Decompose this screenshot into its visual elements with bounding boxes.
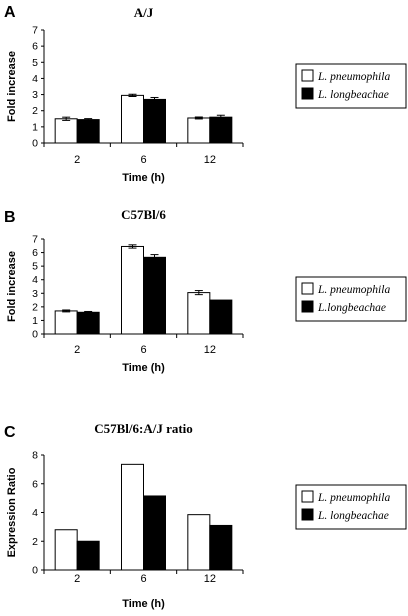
bar-series-1 bbox=[121, 245, 144, 335]
bar-series-2 bbox=[143, 256, 166, 335]
y-tick-label: 5 bbox=[32, 261, 38, 273]
panel-letter: A bbox=[4, 4, 16, 21]
y-tick-label: 5 bbox=[32, 57, 38, 69]
x-tick-label: 12 bbox=[204, 154, 216, 166]
x-tick-label: 6 bbox=[140, 154, 146, 166]
y-tick-label: 2 bbox=[32, 105, 38, 117]
bar-series-2 bbox=[209, 116, 233, 144]
legend-swatch-2 bbox=[301, 87, 314, 100]
bar-series-1 bbox=[187, 117, 211, 144]
legend-label: L. longbeachae bbox=[317, 510, 389, 522]
bar-series-1 bbox=[54, 118, 78, 144]
x-tick-label: 6 bbox=[140, 573, 146, 585]
bar-series-1 bbox=[121, 463, 144, 571]
panel-c: C C57Bl/6:A/J ratio 0 2 4 6 8 2 6 12 Time (h) Expre… bbox=[4, 421, 407, 610]
legend: L. pneumophila L. longbeachae bbox=[295, 63, 407, 109]
legend-swatch-1 bbox=[301, 490, 314, 503]
legend-box bbox=[295, 484, 407, 530]
x-tick-label: 12 bbox=[204, 344, 216, 356]
legend-label: L. pneumophila bbox=[317, 71, 390, 83]
y-tick-label: 4 bbox=[32, 73, 38, 85]
legend-label: L. longbeachae bbox=[317, 89, 389, 101]
bar-series-1 bbox=[54, 529, 78, 571]
legend: L. pneumophila L. longbeachae bbox=[295, 484, 407, 530]
y-tick-label: 0 bbox=[32, 329, 38, 341]
panel-letter: C bbox=[4, 424, 16, 441]
legend-box bbox=[295, 276, 407, 322]
bar-series-2 bbox=[209, 299, 233, 335]
legend-swatch-1 bbox=[301, 282, 314, 295]
y-tick-label: 2 bbox=[32, 536, 38, 548]
bar-series-2 bbox=[209, 524, 233, 571]
y-tick-label: 7 bbox=[32, 25, 38, 37]
legend-label: L. pneumophila bbox=[317, 284, 390, 296]
legend: L. pneumophila L.longbeachae bbox=[295, 276, 407, 322]
legend-swatch-2 bbox=[301, 508, 314, 521]
chart-title: C57Bl/6:A/J ratio bbox=[94, 421, 193, 436]
legend-swatch-2 bbox=[301, 300, 314, 313]
y-tick-label: 4 bbox=[32, 274, 38, 286]
chart-title: C57Bl/6 bbox=[121, 207, 166, 222]
panel-letter: B bbox=[4, 209, 16, 226]
y-tick-label: 3 bbox=[32, 288, 38, 300]
legend-swatch-1 bbox=[301, 69, 314, 82]
y-axis-label: Fold increase bbox=[6, 251, 18, 322]
chart-title: A/J bbox=[134, 5, 154, 20]
y-tick-label: 8 bbox=[32, 450, 38, 462]
bar-series-1 bbox=[187, 514, 211, 571]
x-tick-label: 6 bbox=[140, 344, 146, 356]
x-axis-label: Time (h) bbox=[122, 362, 165, 374]
bar-series-1 bbox=[54, 310, 78, 335]
y-tick-label: 1 bbox=[32, 315, 38, 327]
bar-series-2 bbox=[143, 98, 166, 144]
x-tick-label: 2 bbox=[74, 344, 80, 356]
y-tick-label: 0 bbox=[32, 138, 38, 150]
bar-series-2 bbox=[76, 311, 100, 335]
y-axis-label: Expression Ratio bbox=[6, 467, 18, 557]
bar-series-1 bbox=[121, 94, 144, 144]
y-tick-label: 1 bbox=[32, 121, 38, 133]
y-tick-label: 6 bbox=[32, 247, 38, 259]
y-tick-label: 2 bbox=[32, 301, 38, 313]
bar-series-2 bbox=[143, 495, 166, 571]
x-axis-label: Time (h) bbox=[122, 598, 165, 610]
y-tick-label: 3 bbox=[32, 89, 38, 101]
y-tick-label: 6 bbox=[32, 41, 38, 53]
y-tick-label: 0 bbox=[32, 565, 38, 577]
x-axis-label: Time (h) bbox=[122, 172, 165, 184]
y-axis-label: Fold increase bbox=[6, 51, 18, 122]
legend-label: L.longbeachae bbox=[317, 302, 386, 314]
legend-label: L. pneumophila bbox=[317, 492, 390, 504]
y-tick-label: 6 bbox=[32, 478, 38, 490]
bar-series-2 bbox=[76, 540, 100, 571]
x-tick-label: 12 bbox=[204, 573, 216, 585]
x-tick-label: 2 bbox=[74, 154, 80, 166]
y-tick-label: 7 bbox=[32, 234, 38, 246]
bar-series-1 bbox=[187, 292, 211, 335]
legend-box bbox=[295, 63, 407, 109]
x-tick-label: 2 bbox=[74, 573, 80, 585]
bar-series-2 bbox=[76, 119, 100, 144]
y-tick-label: 4 bbox=[32, 507, 38, 519]
